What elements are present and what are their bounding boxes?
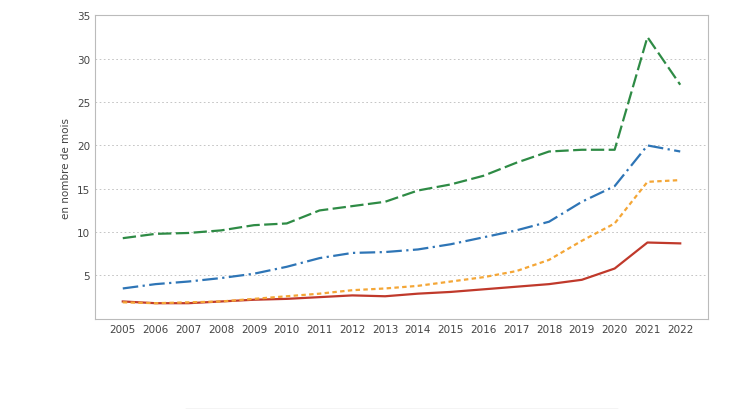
20 euros (283, 265, 291, 270)
20 euros (151, 282, 160, 287)
100 euros (512, 161, 520, 166)
100 euros (643, 36, 652, 40)
Line: 20 euros: 20 euros (123, 146, 680, 289)
50 euros (315, 292, 324, 297)
10 euros (577, 278, 586, 283)
50 euros (643, 180, 652, 185)
10 euros (676, 241, 685, 246)
10 euros (184, 301, 193, 306)
20 euros (643, 144, 652, 148)
100 euros (184, 231, 193, 236)
50 euros (577, 239, 586, 244)
Line: 10 euros: 10 euros (123, 243, 680, 303)
50 euros (545, 258, 553, 263)
100 euros (217, 228, 226, 233)
100 euros (118, 236, 127, 241)
100 euros (413, 189, 422, 193)
10 euros (118, 299, 127, 304)
20 euros (413, 247, 422, 252)
20 euros (217, 276, 226, 281)
10 euros (446, 290, 455, 294)
50 euros (250, 297, 258, 301)
100 euros (479, 174, 488, 179)
20 euros (512, 228, 520, 233)
50 euros (184, 300, 193, 305)
50 euros (283, 294, 291, 299)
50 euros (512, 269, 520, 274)
50 euros (348, 288, 357, 293)
20 euros (577, 200, 586, 205)
10 euros (545, 282, 553, 287)
50 euros (413, 284, 422, 289)
10 euros (315, 295, 324, 300)
20 euros (315, 256, 324, 261)
100 euros (315, 209, 324, 213)
Line: 50 euros: 50 euros (123, 181, 680, 303)
10 euros (643, 240, 652, 245)
100 euros (283, 221, 291, 226)
50 euros (479, 275, 488, 280)
50 euros (217, 299, 226, 304)
20 euros (118, 286, 127, 291)
10 euros (610, 266, 619, 271)
100 euros (446, 182, 455, 187)
10 euros (151, 301, 160, 306)
10 euros (479, 287, 488, 292)
Y-axis label: en nombre de mois: en nombre de mois (61, 117, 72, 218)
10 euros (381, 294, 390, 299)
100 euros (545, 150, 553, 155)
50 euros (151, 301, 160, 306)
50 euros (676, 178, 685, 183)
50 euros (118, 300, 127, 305)
20 euros (381, 250, 390, 255)
20 euros (610, 184, 619, 189)
20 euros (545, 220, 553, 225)
50 euros (610, 221, 619, 226)
100 euros (250, 223, 258, 228)
20 euros (676, 150, 685, 155)
100 euros (381, 200, 390, 205)
100 euros (151, 232, 160, 237)
10 euros (413, 292, 422, 297)
10 euros (250, 297, 258, 302)
Line: 100 euros: 100 euros (123, 38, 680, 238)
20 euros (184, 279, 193, 284)
10 euros (217, 299, 226, 304)
100 euros (348, 204, 357, 209)
20 euros (250, 272, 258, 276)
100 euros (676, 83, 685, 88)
10 euros (348, 293, 357, 298)
20 euros (479, 235, 488, 240)
50 euros (381, 286, 390, 291)
10 euros (283, 297, 291, 301)
10 euros (512, 285, 520, 290)
100 euros (577, 148, 586, 153)
20 euros (348, 251, 357, 256)
20 euros (446, 242, 455, 247)
100 euros (610, 148, 619, 153)
50 euros (446, 279, 455, 284)
